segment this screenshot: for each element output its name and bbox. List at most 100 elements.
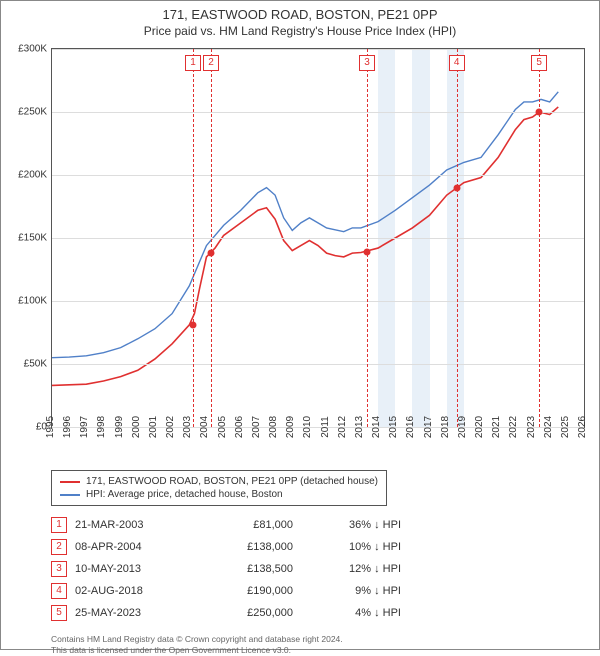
legend-swatch [60, 481, 80, 483]
y-axis-label: £250K [18, 107, 52, 118]
transaction-number-box: 1 [51, 517, 67, 533]
grid-line-h [52, 301, 584, 302]
transaction-diff: 4% ↓ HPI [301, 607, 401, 619]
legend-item: 171, EASTWOOD ROAD, BOSTON, PE21 0PP (de… [60, 475, 378, 488]
marker-dot [536, 109, 543, 116]
grid-line-h [52, 238, 584, 239]
grid-line-h [52, 49, 584, 50]
transaction-diff: 12% ↓ HPI [301, 563, 401, 575]
marker-number-box: 1 [185, 55, 201, 71]
transaction-date: 08-APR-2004 [75, 541, 195, 553]
transaction-date: 02-AUG-2018 [75, 585, 195, 597]
transaction-date: 25-MAY-2023 [75, 607, 195, 619]
address-title: 171, EASTWOOD ROAD, BOSTON, PE21 0PP [1, 1, 599, 22]
marker-line [367, 49, 368, 427]
transaction-price: £250,000 [203, 607, 293, 619]
marker-line [211, 49, 212, 427]
price-chart: £0£50K£100K£150K£200K£250K£300K199519961… [51, 48, 585, 428]
x-axis-label: 2013 [350, 416, 365, 438]
x-axis-label: 2003 [178, 416, 193, 438]
x-axis-label: 2018 [436, 416, 451, 438]
x-axis-label: 2004 [195, 416, 210, 438]
x-axis-label: 1999 [110, 416, 125, 438]
marker-number-box: 2 [203, 55, 219, 71]
x-axis-label: 2012 [333, 416, 348, 438]
grid-line-h [52, 364, 584, 365]
transaction-number-box: 4 [51, 583, 67, 599]
chart-subtitle: Price paid vs. HM Land Registry's House … [1, 22, 599, 38]
marker-number-box: 4 [449, 55, 465, 71]
grid-line-h [52, 175, 584, 176]
x-axis-label: 2007 [247, 416, 262, 438]
transaction-row: 2 08-APR-2004 £138,000 10% ↓ HPI [51, 536, 585, 558]
marker-dot [190, 321, 197, 328]
transaction-price: £138,000 [203, 541, 293, 553]
transaction-price: £81,000 [203, 519, 293, 531]
x-axis-label: 2021 [487, 416, 502, 438]
x-axis-label: 2001 [144, 416, 159, 438]
transaction-diff: 10% ↓ HPI [301, 541, 401, 553]
x-axis-label: 2020 [470, 416, 485, 438]
y-axis-label: £300K [18, 44, 52, 55]
grid-line-h [52, 112, 584, 113]
transaction-number-box: 3 [51, 561, 67, 577]
transaction-diff: 9% ↓ HPI [301, 585, 401, 597]
marker-dot [364, 249, 371, 256]
x-axis-label: 2009 [281, 416, 296, 438]
x-axis-label: 2005 [212, 416, 227, 438]
legend-swatch [60, 494, 80, 496]
transaction-row: 1 21-MAR-2003 £81,000 36% ↓ HPI [51, 514, 585, 536]
x-axis-label: 2022 [504, 416, 519, 438]
x-axis-label: 2000 [127, 416, 142, 438]
transaction-row: 3 10-MAY-2013 £138,500 12% ↓ HPI [51, 558, 585, 580]
y-axis-label: £200K [18, 170, 52, 181]
legend-label: HPI: Average price, detached house, Bost… [86, 489, 283, 500]
x-axis-label: 2015 [384, 416, 399, 438]
y-axis-label: £150K [18, 233, 52, 244]
legend-item: HPI: Average price, detached house, Bost… [60, 488, 378, 501]
transactions-table: 1 21-MAR-2003 £81,000 36% ↓ HPI 2 08-APR-2004… [51, 514, 585, 624]
transaction-number-box: 2 [51, 539, 67, 555]
x-axis-label: 2023 [521, 416, 536, 438]
transaction-date: 21-MAR-2003 [75, 519, 195, 531]
x-axis-label: 2024 [539, 416, 554, 438]
x-axis-label: 2019 [453, 416, 468, 438]
x-axis-label: 2014 [367, 416, 382, 438]
x-axis-label: 2017 [418, 416, 433, 438]
y-axis-label: £100K [18, 296, 52, 307]
marker-dot [453, 184, 460, 191]
series-hpi [52, 92, 558, 358]
y-axis-label: £50K [24, 359, 52, 370]
transaction-price: £190,000 [203, 585, 293, 597]
marker-dot [208, 250, 215, 257]
footer-line-2: This data is licensed under the Open Gov… [51, 645, 585, 656]
marker-line [457, 49, 458, 427]
transaction-row: 4 02-AUG-2018 £190,000 9% ↓ HPI [51, 580, 585, 602]
footer-line-1: Contains HM Land Registry data © Crown c… [51, 634, 585, 645]
marker-number-box: 5 [531, 55, 547, 71]
x-axis-label: 2008 [264, 416, 279, 438]
marker-line [539, 49, 540, 427]
transaction-diff: 36% ↓ HPI [301, 519, 401, 531]
x-axis-label: 1995 [41, 416, 56, 438]
footer-attribution: Contains HM Land Registry data © Crown c… [51, 634, 585, 656]
transaction-number-box: 5 [51, 605, 67, 621]
transaction-date: 10-MAY-2013 [75, 563, 195, 575]
marker-number-box: 3 [359, 55, 375, 71]
x-axis-label: 2011 [316, 416, 331, 438]
x-axis-label: 2006 [230, 416, 245, 438]
legend-label: 171, EASTWOOD ROAD, BOSTON, PE21 0PP (de… [86, 476, 378, 487]
x-axis-label: 1996 [58, 416, 73, 438]
transaction-row: 5 25-MAY-2023 £250,000 4% ↓ HPI [51, 602, 585, 624]
x-axis-label: 2026 [573, 416, 588, 438]
marker-line [193, 49, 194, 427]
x-axis-label: 2010 [298, 416, 313, 438]
x-axis-label: 1997 [75, 416, 90, 438]
legend-box: 171, EASTWOOD ROAD, BOSTON, PE21 0PP (de… [51, 470, 387, 506]
x-axis-label: 2002 [161, 416, 176, 438]
x-axis-label: 2025 [556, 416, 571, 438]
x-axis-label: 2016 [401, 416, 416, 438]
x-axis-label: 1998 [92, 416, 107, 438]
transaction-price: £138,500 [203, 563, 293, 575]
report-container: 171, EASTWOOD ROAD, BOSTON, PE21 0PP Pri… [0, 0, 600, 650]
